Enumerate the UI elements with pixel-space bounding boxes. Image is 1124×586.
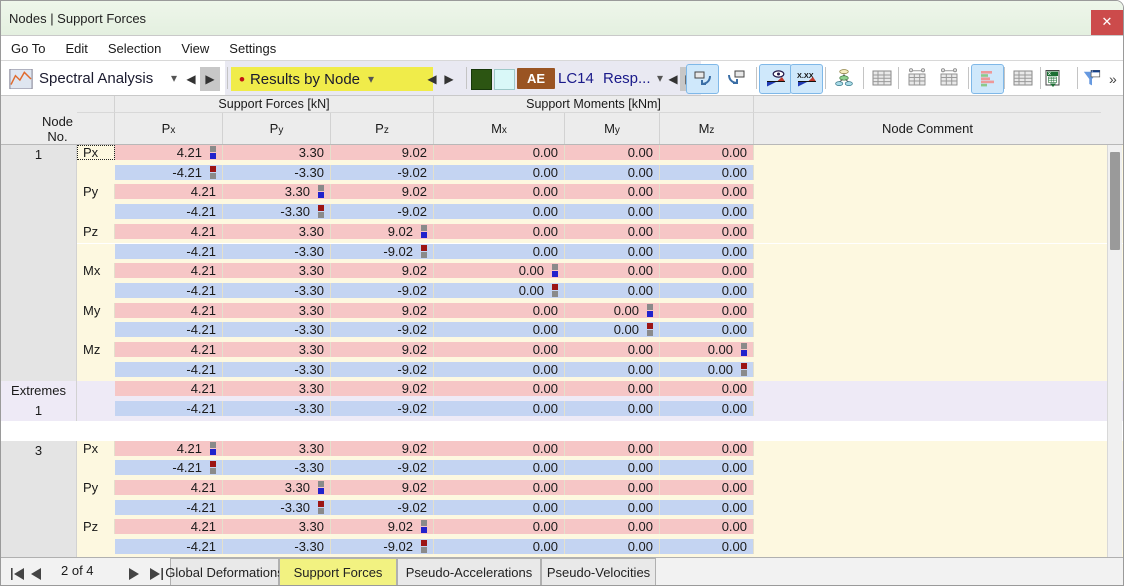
svg-text:X: X xyxy=(1048,71,1051,76)
